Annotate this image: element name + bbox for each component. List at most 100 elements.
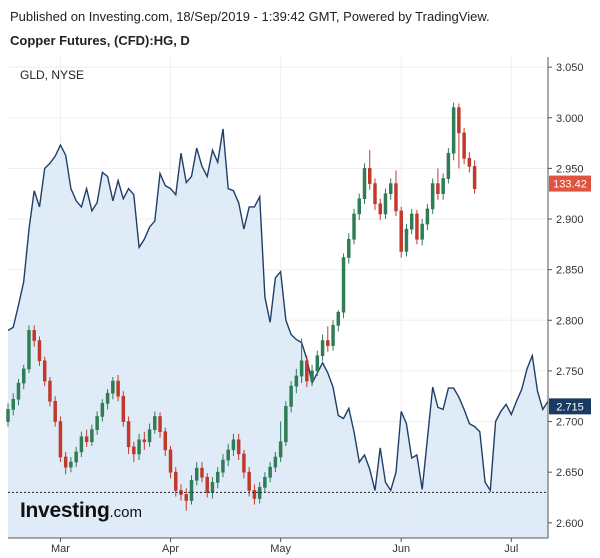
candle-body — [63, 456, 68, 468]
gld-area — [8, 128, 548, 538]
current-price-badge — [549, 398, 591, 415]
candle-body — [147, 429, 152, 443]
x-tick-label: Apr — [162, 543, 179, 555]
candle-body — [341, 257, 346, 313]
candle-body — [357, 198, 362, 215]
candle-body — [105, 392, 110, 404]
candle-body — [221, 459, 225, 473]
candle-body — [132, 446, 136, 455]
candle-body — [368, 168, 372, 184]
candle-body — [74, 451, 78, 463]
candle-body — [126, 421, 131, 448]
candle-body — [48, 380, 52, 402]
published-caption: Published on Investing.com, 18/Sep/2019 … — [10, 9, 490, 24]
candle-body — [90, 429, 94, 443]
candle-body — [336, 311, 341, 326]
candle-body — [11, 398, 15, 410]
y-tick-label: 2.700 — [556, 417, 584, 429]
candle-body — [116, 380, 120, 397]
candle-body — [388, 183, 393, 195]
y-tick-label: 2.850 — [556, 265, 584, 277]
candle-body — [210, 482, 215, 493]
x-tick-label: Jun — [392, 543, 410, 555]
y-tick-label: 3.000 — [556, 113, 584, 125]
candle-body — [42, 360, 47, 382]
candles-group — [6, 102, 477, 511]
logo-bold: Investing — [20, 499, 110, 522]
gld-price-text: 133.42 — [553, 179, 587, 191]
candle-body — [189, 479, 194, 501]
candle-body — [446, 152, 451, 179]
x-axis-ticks: Mar Apr May Jun Jul — [8, 537, 548, 555]
y-tick-label: 2.600 — [556, 518, 584, 530]
candle-body — [32, 330, 36, 341]
candle-body — [158, 416, 162, 432]
candle-body — [399, 210, 403, 252]
candle-body — [352, 213, 356, 240]
candle-body — [347, 238, 351, 258]
candle-body — [95, 416, 99, 430]
candle-body — [242, 453, 246, 473]
candle-body — [121, 395, 126, 422]
candle-body — [153, 416, 157, 430]
candle-body — [472, 166, 477, 189]
candle-body — [441, 178, 445, 195]
investing-logo: Investing.com — [20, 499, 142, 523]
candle-body — [467, 157, 472, 167]
gld-price-badge — [549, 175, 591, 192]
candle-body — [404, 228, 409, 252]
candle-body — [6, 409, 10, 422]
candle-body — [299, 360, 304, 377]
candle-body — [53, 400, 57, 422]
y-tick-label: 2.800 — [556, 315, 584, 327]
y-tick-label: 3.050 — [556, 62, 584, 74]
candle-body — [289, 385, 293, 407]
candle-body — [378, 203, 382, 215]
candle-body — [373, 183, 377, 205]
candle-body — [383, 193, 388, 215]
candle-body — [27, 330, 31, 370]
candle-body — [69, 461, 73, 468]
candle-body — [420, 223, 424, 240]
candle-body — [205, 476, 209, 493]
y-tick-label: 2.750 — [556, 366, 584, 378]
candle-body — [142, 439, 147, 443]
x-tick-label: Mar — [51, 543, 70, 555]
chart-title: Copper Futures, (CFD):HG, D — [10, 33, 190, 48]
candle-body — [268, 466, 272, 478]
candle-body — [137, 439, 141, 455]
series-legend: GLD, NYSE — [20, 68, 84, 82]
current-price-text: 2.715 — [556, 401, 584, 413]
x-tick-label: Jul — [504, 543, 518, 555]
candle-body — [163, 431, 168, 451]
candle-body — [457, 107, 461, 134]
candle-body — [79, 436, 84, 453]
candle-body — [263, 476, 267, 488]
candle-body — [247, 471, 251, 491]
gld-price-label: 133.42 — [549, 175, 591, 192]
y-tick-label: 2.950 — [556, 163, 584, 175]
candle-body — [415, 213, 419, 240]
candle-body — [273, 456, 278, 468]
candle-body — [462, 132, 466, 159]
candle-body — [278, 441, 283, 458]
candle-body — [226, 449, 230, 461]
candle-body — [326, 340, 330, 346]
candle-body — [320, 340, 325, 357]
candle-body — [200, 467, 204, 478]
candle-body — [16, 382, 21, 400]
candle-body — [111, 380, 115, 394]
logo-dotcom: .com — [109, 504, 142, 521]
candle-body — [425, 208, 430, 225]
candle-body — [451, 107, 456, 154]
candle-body — [21, 368, 26, 384]
candle-body — [331, 325, 335, 346]
current-price-label: 2.715 — [549, 398, 591, 415]
candle-body — [430, 183, 435, 210]
candle-body — [168, 449, 173, 473]
candle-body — [310, 370, 314, 382]
candle-body — [294, 375, 299, 387]
candle-body — [236, 439, 241, 455]
candle-body — [436, 183, 440, 195]
